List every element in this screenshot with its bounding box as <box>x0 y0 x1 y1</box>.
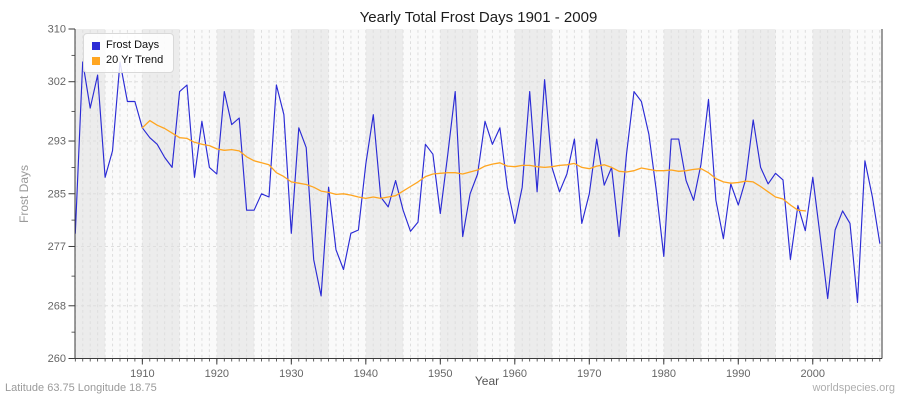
x-tick-label: 1970 <box>577 368 601 380</box>
frost-days-line <box>74 61 881 304</box>
background-band <box>216 29 255 359</box>
x-axis-label: Year <box>474 374 500 388</box>
x-tick-label: 1980 <box>652 368 676 380</box>
x-tick-label: 1930 <box>279 368 303 380</box>
y-ticks: 260 268 277 285 293 302 310 <box>48 24 75 365</box>
footer-coordinates: Latitude 63.75 Longitude 18.75 <box>5 382 157 394</box>
legend-label-frost-days: Frost Days <box>106 39 160 51</box>
x-ticks: 1910 1920 1930 1940 1950 1960 1970 1980 1990 2000 <box>74 358 881 380</box>
trend-marker-icon <box>92 56 100 65</box>
x-tick-label: 2000 <box>801 368 825 380</box>
y-tick-label: 285 <box>48 188 66 200</box>
footer-watermark: worldspecies.org <box>812 382 895 394</box>
x-tick-label: 1990 <box>726 368 750 380</box>
y-axis-label: Frost Days <box>17 164 31 224</box>
chart-title: Yearly Total Frost Days 1901 - 2009 <box>359 9 598 26</box>
y-tick-label: 310 <box>48 24 66 36</box>
frost-days-marker-icon <box>92 41 100 50</box>
x-tick-label: 1950 <box>428 368 452 380</box>
legend-label-trend: 20 Yr Trend <box>106 54 164 66</box>
y-tick-label: 268 <box>48 300 66 312</box>
x-tick-label: 1920 <box>205 368 229 380</box>
y-tick-label: 302 <box>48 76 66 88</box>
y-grid <box>75 81 882 307</box>
background-band <box>589 29 627 359</box>
x-tick-label: 1940 <box>354 368 378 380</box>
legend-item-frost-days: Frost Days <box>92 38 163 53</box>
x-tick-label: 1960 <box>503 368 527 380</box>
y-tick-label: 260 <box>48 353 66 365</box>
y-tick-label: 293 <box>48 136 66 148</box>
trend-line <box>141 119 806 212</box>
legend-item-trend: 20 Yr Trend <box>92 53 163 68</box>
x-tick-label: 1910 <box>130 368 154 380</box>
background-band <box>738 29 776 359</box>
y-tick-label: 277 <box>48 241 66 253</box>
background-band <box>365 29 404 359</box>
legend: Frost Days 20 Yr Trend <box>83 33 175 73</box>
